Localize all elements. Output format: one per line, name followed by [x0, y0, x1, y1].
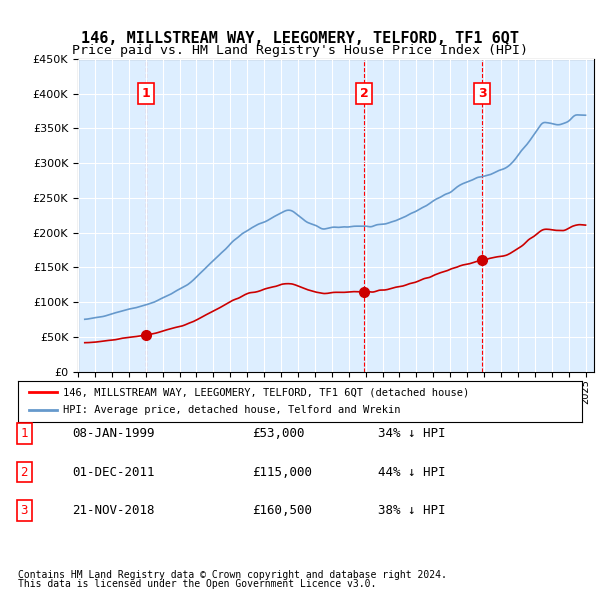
Text: Price paid vs. HM Land Registry's House Price Index (HPI): Price paid vs. HM Land Registry's House …	[72, 44, 528, 57]
Text: 44% ↓ HPI: 44% ↓ HPI	[378, 466, 445, 478]
Text: 146, MILLSTREAM WAY, LEEGOMERY, TELFORD, TF1 6QT: 146, MILLSTREAM WAY, LEEGOMERY, TELFORD,…	[81, 31, 519, 46]
Text: 34% ↓ HPI: 34% ↓ HPI	[378, 427, 445, 440]
Text: 08-JAN-1999: 08-JAN-1999	[72, 427, 155, 440]
Text: HPI: Average price, detached house, Telford and Wrekin: HPI: Average price, detached house, Telf…	[63, 405, 401, 415]
Text: 3: 3	[20, 504, 28, 517]
Text: 146, MILLSTREAM WAY, LEEGOMERY, TELFORD, TF1 6QT (detached house): 146, MILLSTREAM WAY, LEEGOMERY, TELFORD,…	[63, 387, 469, 397]
Text: 1: 1	[142, 87, 151, 100]
Text: £53,000: £53,000	[252, 427, 305, 440]
Text: £160,500: £160,500	[252, 504, 312, 517]
Text: 1: 1	[20, 427, 28, 440]
Text: £115,000: £115,000	[252, 466, 312, 478]
Text: 01-DEC-2011: 01-DEC-2011	[72, 466, 155, 478]
Text: This data is licensed under the Open Government Licence v3.0.: This data is licensed under the Open Gov…	[18, 579, 376, 589]
Text: 3: 3	[478, 87, 487, 100]
Text: 21-NOV-2018: 21-NOV-2018	[72, 504, 155, 517]
Text: Contains HM Land Registry data © Crown copyright and database right 2024.: Contains HM Land Registry data © Crown c…	[18, 571, 447, 580]
Text: 2: 2	[20, 466, 28, 478]
Text: 2: 2	[360, 87, 368, 100]
Text: 38% ↓ HPI: 38% ↓ HPI	[378, 504, 445, 517]
